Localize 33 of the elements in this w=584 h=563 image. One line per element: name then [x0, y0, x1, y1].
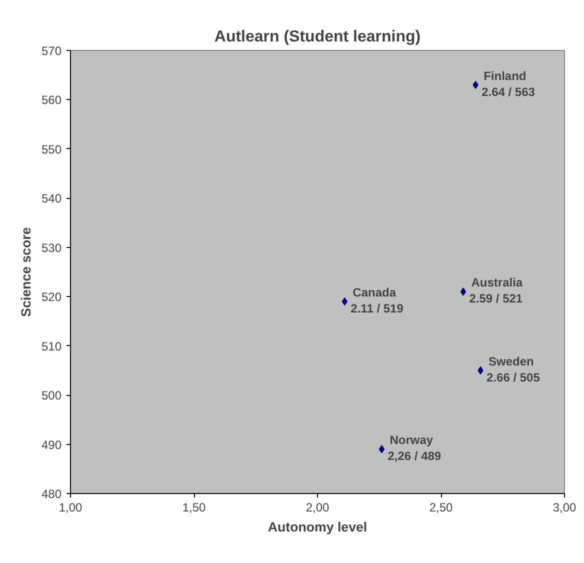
y-tick-label: 540 — [41, 192, 62, 206]
data-label: 2.59 / 521 — [469, 292, 523, 306]
annotation: Canada — [352, 286, 396, 300]
annotation: Norway — [390, 433, 434, 448]
y-tick-label: 530 — [41, 240, 62, 255]
x-tick-label: 2,50 — [429, 500, 454, 514]
data-label: 2.66 / 505 — [486, 370, 540, 384]
annotation: Sweden — [488, 354, 534, 368]
point — [478, 366, 484, 374]
x-tick-label: 3,00 — [552, 500, 577, 514]
x-axis-title: Autonomy level — [268, 520, 368, 534]
y-tick-label: 570 — [41, 44, 62, 58]
chart-title: Autlearn (Student learning) — [214, 28, 421, 46]
y-tick-label: 520 — [41, 290, 62, 304]
y-axis-title: Science score — [18, 227, 34, 317]
data-label: 2.11 / 519 — [350, 302, 404, 316]
annotation: Finland — [484, 68, 526, 83]
data-label: 2,26 / 489 — [388, 449, 442, 464]
y-tick-label: 480 — [41, 487, 62, 501]
y-tick-label: 500 — [41, 388, 62, 403]
y-tick-label: 510 — [41, 339, 62, 354]
y-tick-label: 490 — [41, 438, 62, 452]
point — [460, 288, 466, 296]
y-tick-label: 550 — [41, 142, 62, 156]
y-tick-label: 560 — [41, 93, 62, 108]
annotation: Australia — [471, 276, 523, 290]
data-label: 2.64 / 563 — [482, 84, 536, 99]
point — [472, 80, 478, 89]
point — [378, 445, 385, 454]
x-tick-label: 1,00 — [58, 500, 83, 514]
x-tick-label: 2,00 — [306, 500, 330, 514]
x-tick-label: 1,50 — [182, 500, 206, 514]
point — [342, 298, 348, 306]
